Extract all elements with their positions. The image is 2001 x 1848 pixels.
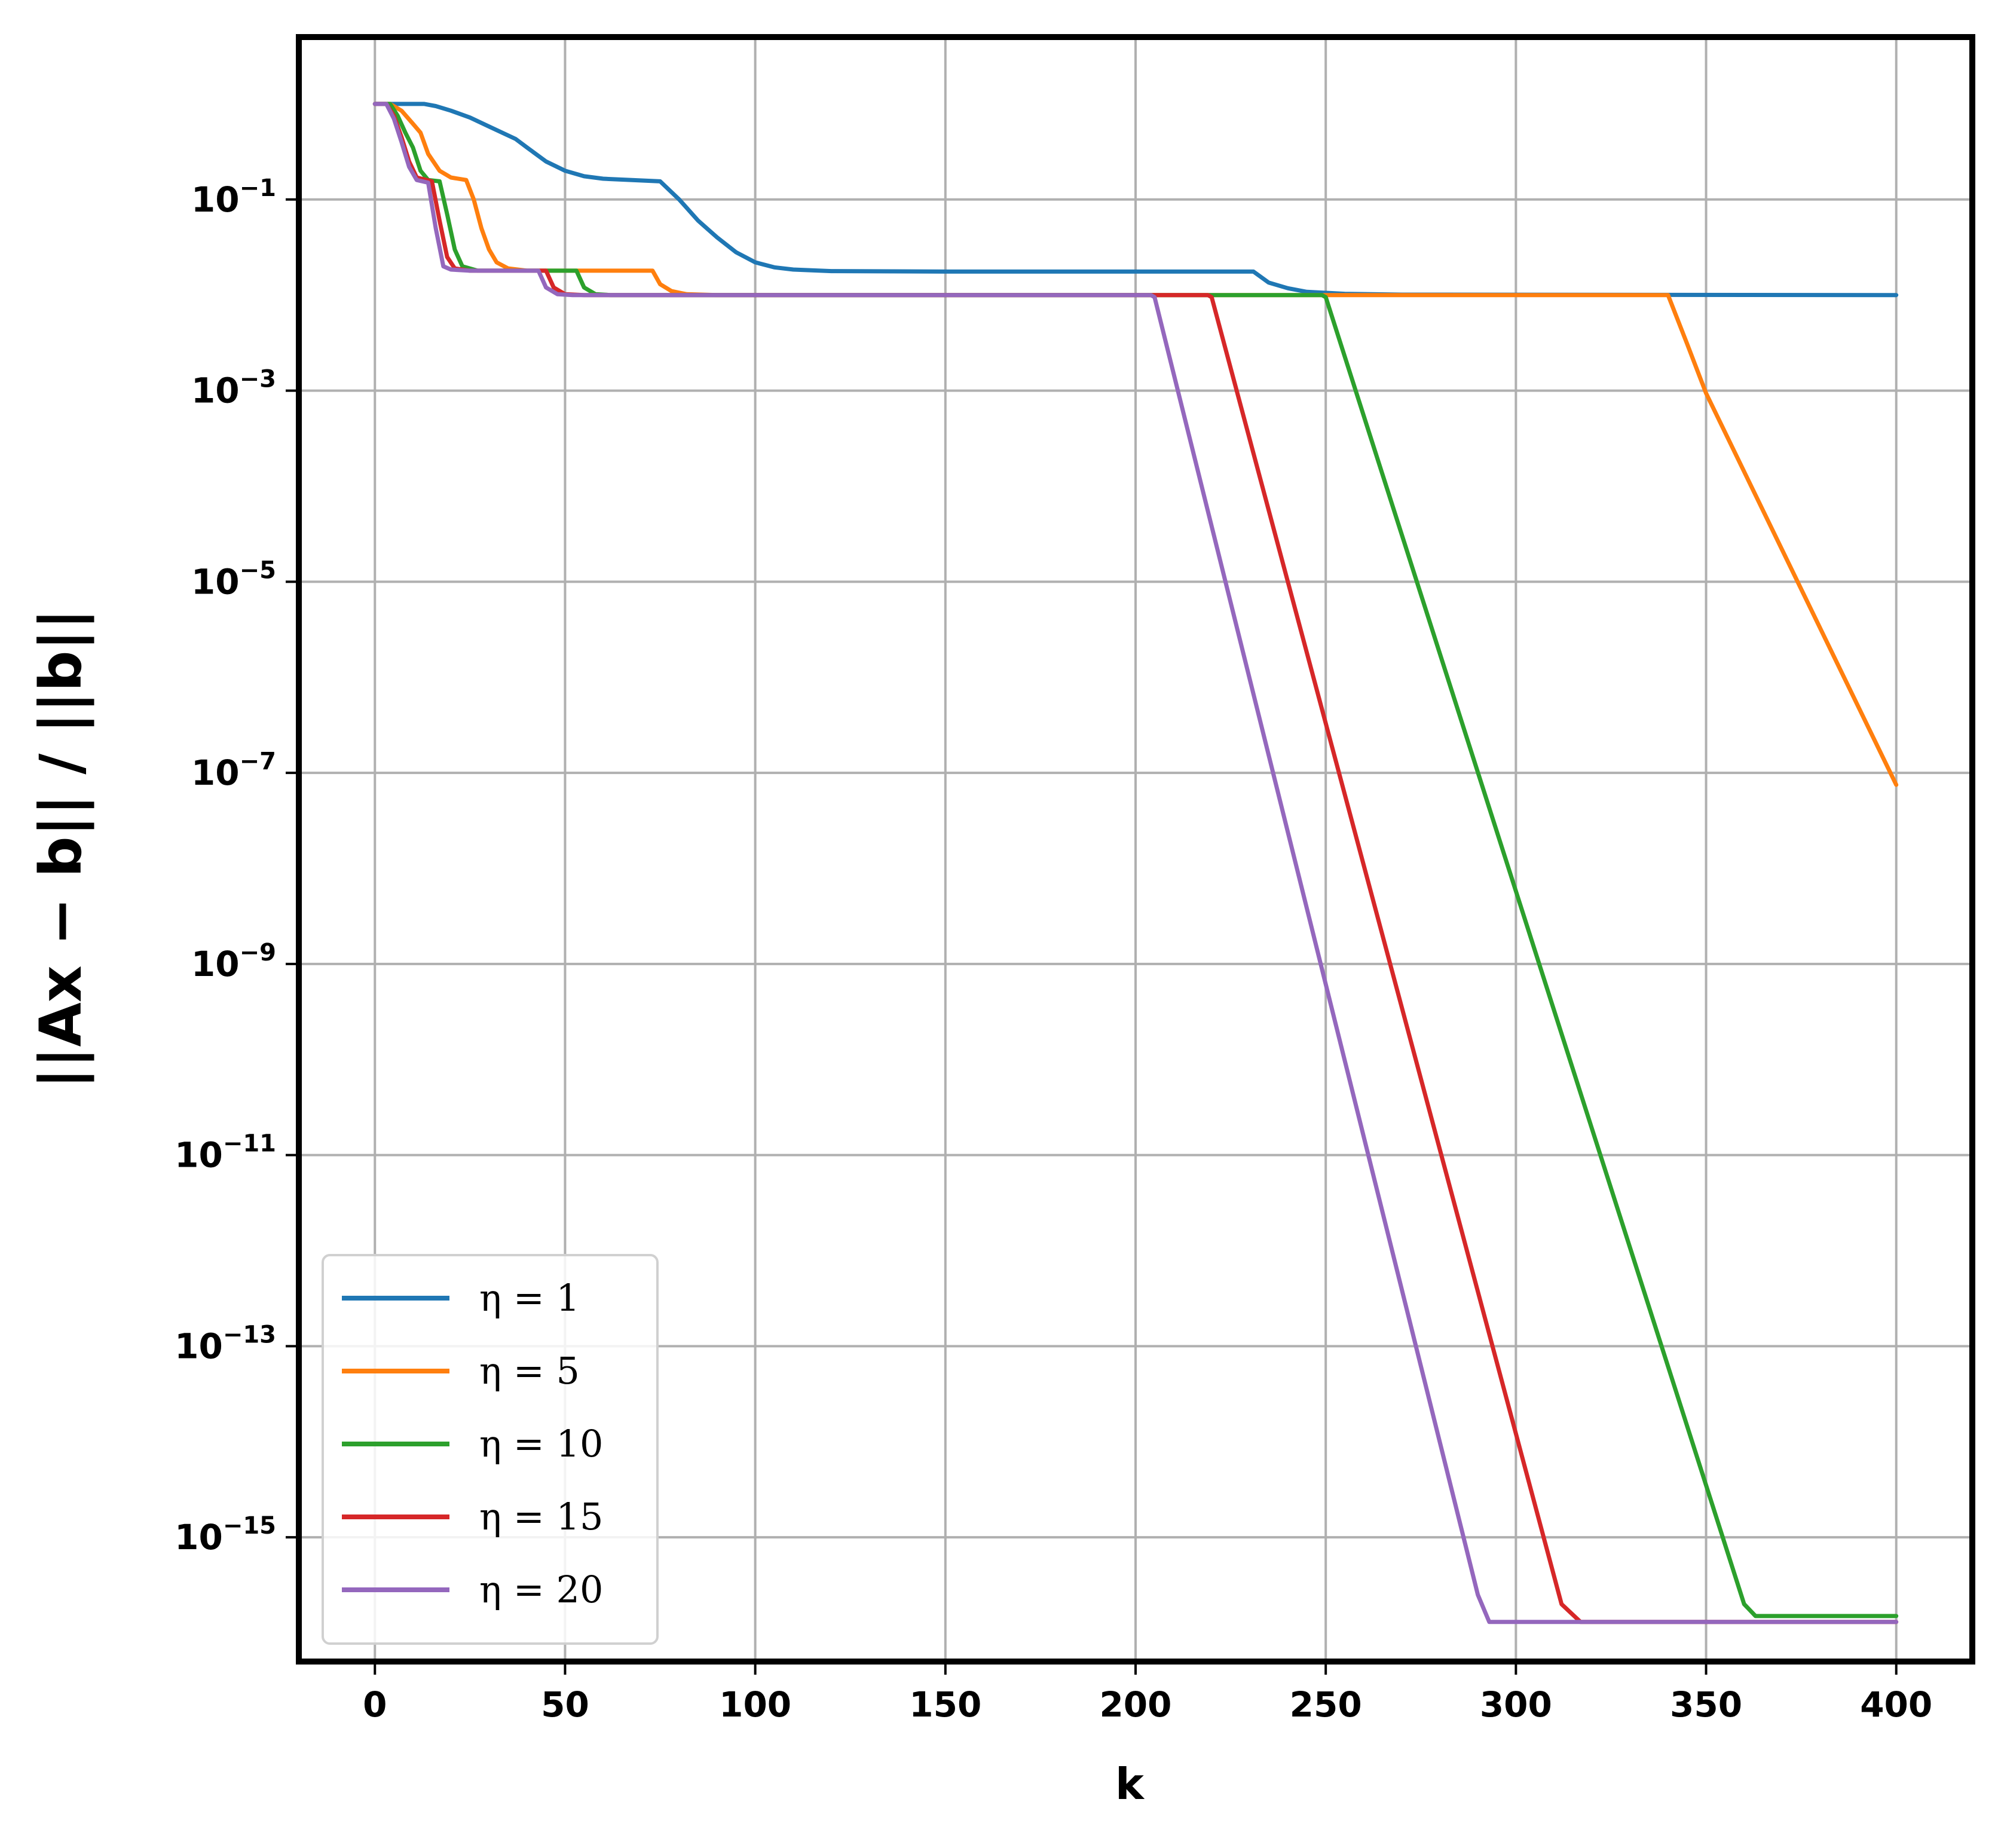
x-tick-label: 400 [1860,1684,1932,1725]
series-line-1 [372,102,1899,298]
y-tick-label: 10−7 [191,748,276,793]
y-tick-label: 10−3 [191,366,276,411]
y-tick-label: 10−13 [175,1321,276,1366]
y-tick-label: 10−11 [175,1130,276,1176]
series-layer [372,102,1899,1624]
grid [299,37,1972,1662]
x-axis: 0 50 100 150 200 250 300 350 400 [363,1662,1932,1725]
y-axis-label: ||Ax − b|| / ||b|| [27,608,95,1088]
series-line-3 [372,102,1899,1618]
legend-label: η = 1 [479,1276,580,1320]
x-tick-label: 250 [1290,1684,1362,1725]
x-tick-label: 100 [719,1684,791,1725]
legend-label: η = 10 [479,1422,603,1465]
series-line-5 [372,102,1899,1624]
y-tick-label: 10−1 [191,175,276,220]
legend-box [322,1254,659,1645]
x-tick-label: 200 [1099,1684,1171,1725]
legend-label: η = 5 [479,1349,580,1393]
y-tick-label: 10−15 [175,1512,276,1558]
x-tick-label: 300 [1480,1684,1552,1725]
y-axis: 10−1 10−3 10−5 10−7 10−9 10−11 10−13 10−15 [175,175,299,1558]
y-tick-label: 10−5 [191,556,276,602]
x-tick-label: 150 [909,1684,981,1725]
x-tick-label: 350 [1670,1684,1742,1725]
legend: η = 1 η = 5 η = 10 η = 15 η = 20 [322,1254,659,1645]
y-tick-label: 10−9 [191,939,276,984]
x-axis-label: k [1115,1759,1145,1809]
legend-label: η = 20 [479,1568,603,1611]
x-tick-label: 50 [541,1684,589,1725]
x-tick-label: 0 [363,1684,387,1725]
legend-label: η = 15 [479,1495,603,1538]
